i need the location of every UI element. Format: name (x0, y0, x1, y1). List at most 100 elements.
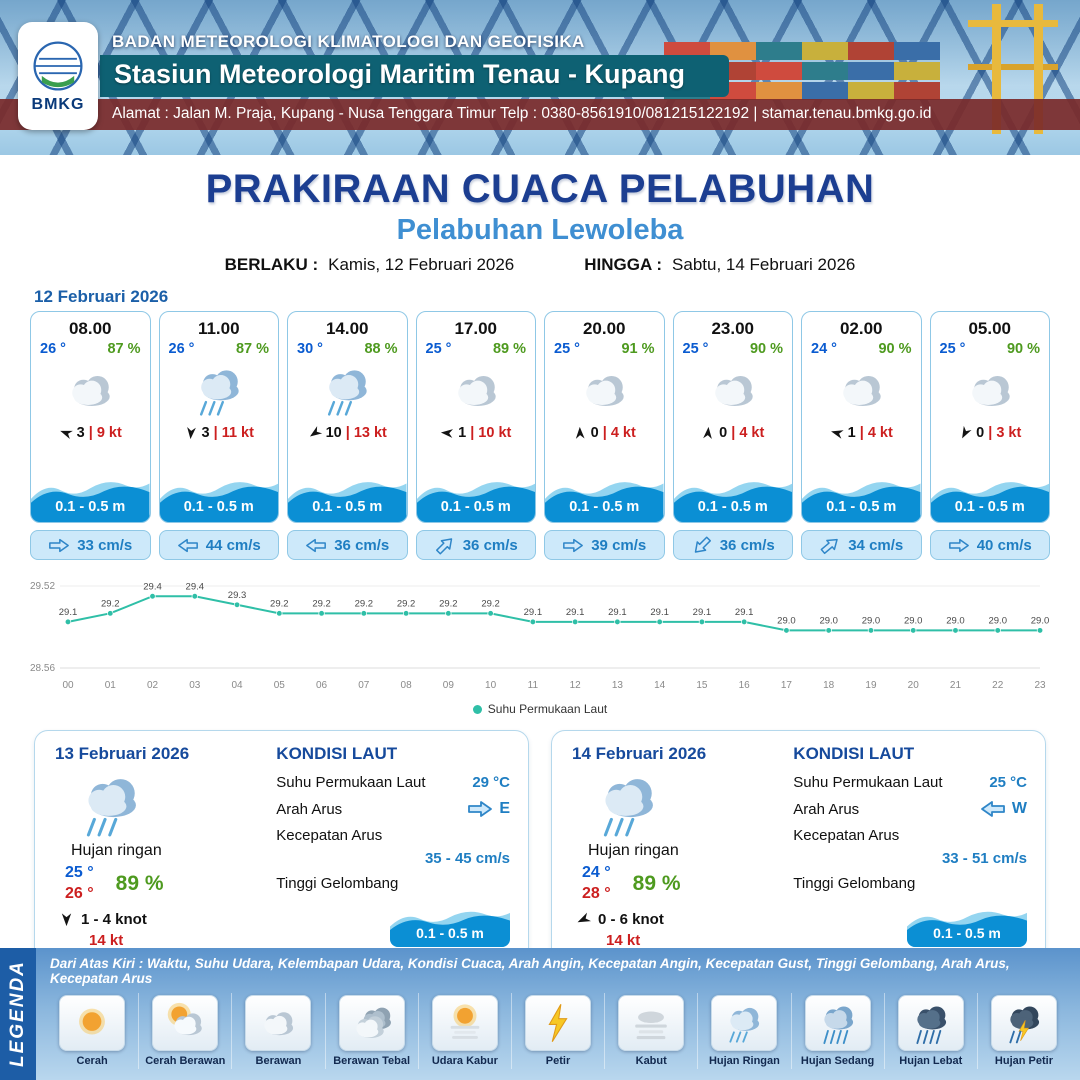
wave-graphic (390, 911, 510, 947)
svg-text:29.1: 29.1 (524, 607, 543, 618)
humidity-value: 89 % (492, 341, 526, 357)
temperature-value: 25 ° (425, 341, 452, 357)
temp-humidity-row: 26 ° 87 % (160, 339, 279, 357)
humidity-value: 90 % (749, 341, 783, 357)
svg-text:03: 03 (189, 680, 201, 691)
current-speed-row: Kecepatan Arus (793, 827, 1027, 844)
wind-separator: | (470, 425, 475, 441)
wave-height-value: 0.1 - 0.5 m (569, 499, 640, 515)
legend-item: Berawan Tebal (324, 993, 418, 1070)
daily-wave-value: 0.1 - 0.5 m (933, 925, 1001, 941)
wind-separator: | (988, 425, 993, 441)
wave-graphic (416, 482, 535, 522)
bmkg-logo-icon (33, 40, 83, 91)
sst-row: Suhu Permukaan Laut 25 °C (793, 774, 1027, 791)
daily-wind-row: 1 - 4 knot (55, 911, 264, 928)
wave-graphic (907, 911, 1027, 947)
current-box: 40 cm/s (929, 530, 1050, 560)
svg-text:10: 10 (485, 680, 497, 691)
humidity-value: 90 % (878, 341, 912, 357)
svg-text:29.2: 29.2 (481, 598, 500, 609)
legend-title: LEGENDA (0, 948, 36, 1080)
wind-arrow (573, 426, 587, 440)
current-direction-letter: W (1011, 800, 1027, 817)
current-speed-value: 40 cm/s (976, 536, 1032, 554)
wind-speed-value: 3 kt (996, 425, 1022, 441)
wind-direction-icon (309, 426, 322, 437)
legend-footer: LEGENDA Dari Atas Kiri : Waktu, Suhu Uda… (0, 948, 1080, 1080)
wind-arrow (958, 425, 972, 440)
header: BADAN METEOROLOGI KLIMATOLOGI DAN GEOFIS… (0, 0, 1080, 155)
legend-item: Kabut (604, 993, 697, 1070)
legend-item: Petir (510, 993, 604, 1070)
wind-row: 0 | 3 kt (931, 425, 1050, 441)
svg-text:28.56: 28.56 (30, 663, 55, 674)
wind-direction-icon (441, 429, 454, 438)
daily-temp-min: 25 ° (65, 864, 94, 881)
forecast-card: 23.00 25 ° 90 % 0 | 4 kt 0.1 - 0.5 m (672, 311, 793, 523)
forecast-column: 20.00 25 ° 91 % 0 | 4 kt 0.1 - 0.5 m (544, 311, 665, 560)
agency-name: BADAN METEOROLOGI KLIMATOLOGI DAN GEOFIS… (112, 32, 585, 51)
wind-speed-value: 4 kt (867, 425, 893, 441)
current-speed-value: 33 - 51 cm/s (941, 850, 1027, 867)
daily-wind-range: 1 - 4 knot (81, 911, 147, 928)
legend-item-label: Cerah Berawan (145, 1055, 226, 1067)
daily-temp-column: 24 ° 28 ° (582, 864, 611, 903)
station-address: Alamat : Jalan M. Praja, Kupang - Nusa T… (0, 99, 1080, 130)
wind-separator: | (88, 425, 93, 441)
forecast-card: 08.00 26 ° 87 % 3 | 9 kt 0.1 - 0.5 m (30, 311, 151, 523)
svg-text:29.2: 29.2 (101, 598, 120, 609)
svg-text:18: 18 (823, 680, 835, 691)
svg-text:29.0: 29.0 (862, 615, 881, 626)
wind-speed-value: 9 kt (96, 425, 122, 441)
current-direction-icon (435, 537, 452, 554)
daily-temps: 24 ° 28 ° 89 % (572, 864, 781, 903)
current-direction-value: E (467, 800, 510, 818)
svg-text:11: 11 (528, 680, 539, 691)
time-label: 20.00 (582, 319, 626, 338)
legend-item-label: Petir (545, 1055, 571, 1067)
legend-item: Hujan Sedang (790, 993, 884, 1070)
svg-text:15: 15 (696, 680, 708, 691)
svg-text:00: 00 (62, 680, 74, 691)
daily-humidity: 89 % (632, 871, 681, 895)
forecast-column: 05.00 25 ° 90 % 0 | 3 kt 0.1 - 0.5 m (929, 311, 1050, 560)
legend-item: Hujan Petir (976, 993, 1070, 1070)
svg-text:14: 14 (654, 680, 666, 691)
sst-line-chart: 29.52 28.56 29.1 00 29.2 01 29.4 02 29.4 03 29.3 04… (30, 581, 1049, 691)
daily-summary-row: 13 Februari 2026 Hujan ringan 25 ° 26 ° … (0, 730, 1080, 972)
wind-direction-icon (830, 430, 844, 439)
wind-arrow (701, 426, 715, 440)
station-name: Stasiun Meteorologi Maritim Tenau - Kupa… (100, 55, 730, 97)
svg-text:13: 13 (612, 680, 624, 691)
wave-label: Tinggi Gelombang (793, 875, 916, 892)
sst-row: Suhu Permukaan Laut 29 °C (276, 774, 510, 791)
svg-text:20: 20 (908, 680, 920, 691)
current-speed-label: Kecepatan Arus (793, 827, 900, 844)
current-direction-icon (468, 801, 493, 817)
legend-icon-cerah-berawan (152, 995, 219, 1051)
current-speed-label: Kecepatan Arus (276, 827, 383, 844)
temperature-value: 30 ° (297, 341, 323, 357)
wave-height-band: 0.1 - 0.5 m (545, 470, 664, 522)
forecast-date: 12 Februari 2026 (34, 287, 169, 306)
wind-separator: | (213, 425, 218, 441)
wind-arrow (59, 426, 73, 440)
wind-value: 3 (76, 425, 85, 441)
legend-note: Dari Atas Kiri : Waktu, Suhu Udara, Kele… (50, 956, 1010, 986)
wind-direction-icon (577, 912, 592, 923)
daily-wave-value: 0.1 - 0.5 m (416, 925, 484, 941)
svg-text:29.3: 29.3 (228, 590, 247, 601)
temp-humidity-row: 25 ° 90 % (931, 339, 1050, 357)
current-direction-icon (948, 538, 969, 552)
legend-series-label: Suhu Permukaan Laut (487, 702, 608, 716)
legend-item-label: Hujan Ringan (708, 1055, 780, 1067)
humidity-value: 87 % (107, 341, 141, 357)
svg-text:01: 01 (105, 680, 117, 691)
humidity-value: 88 % (364, 341, 398, 357)
wave-height-band: 0.1 - 0.5 m (930, 470, 1049, 522)
wind-direction-icon (186, 426, 196, 440)
wave-height-band: 0.1 - 0.5 m (288, 470, 407, 522)
wind-value: 10 (325, 425, 342, 441)
daily-temp-max: 28 ° (582, 885, 611, 902)
